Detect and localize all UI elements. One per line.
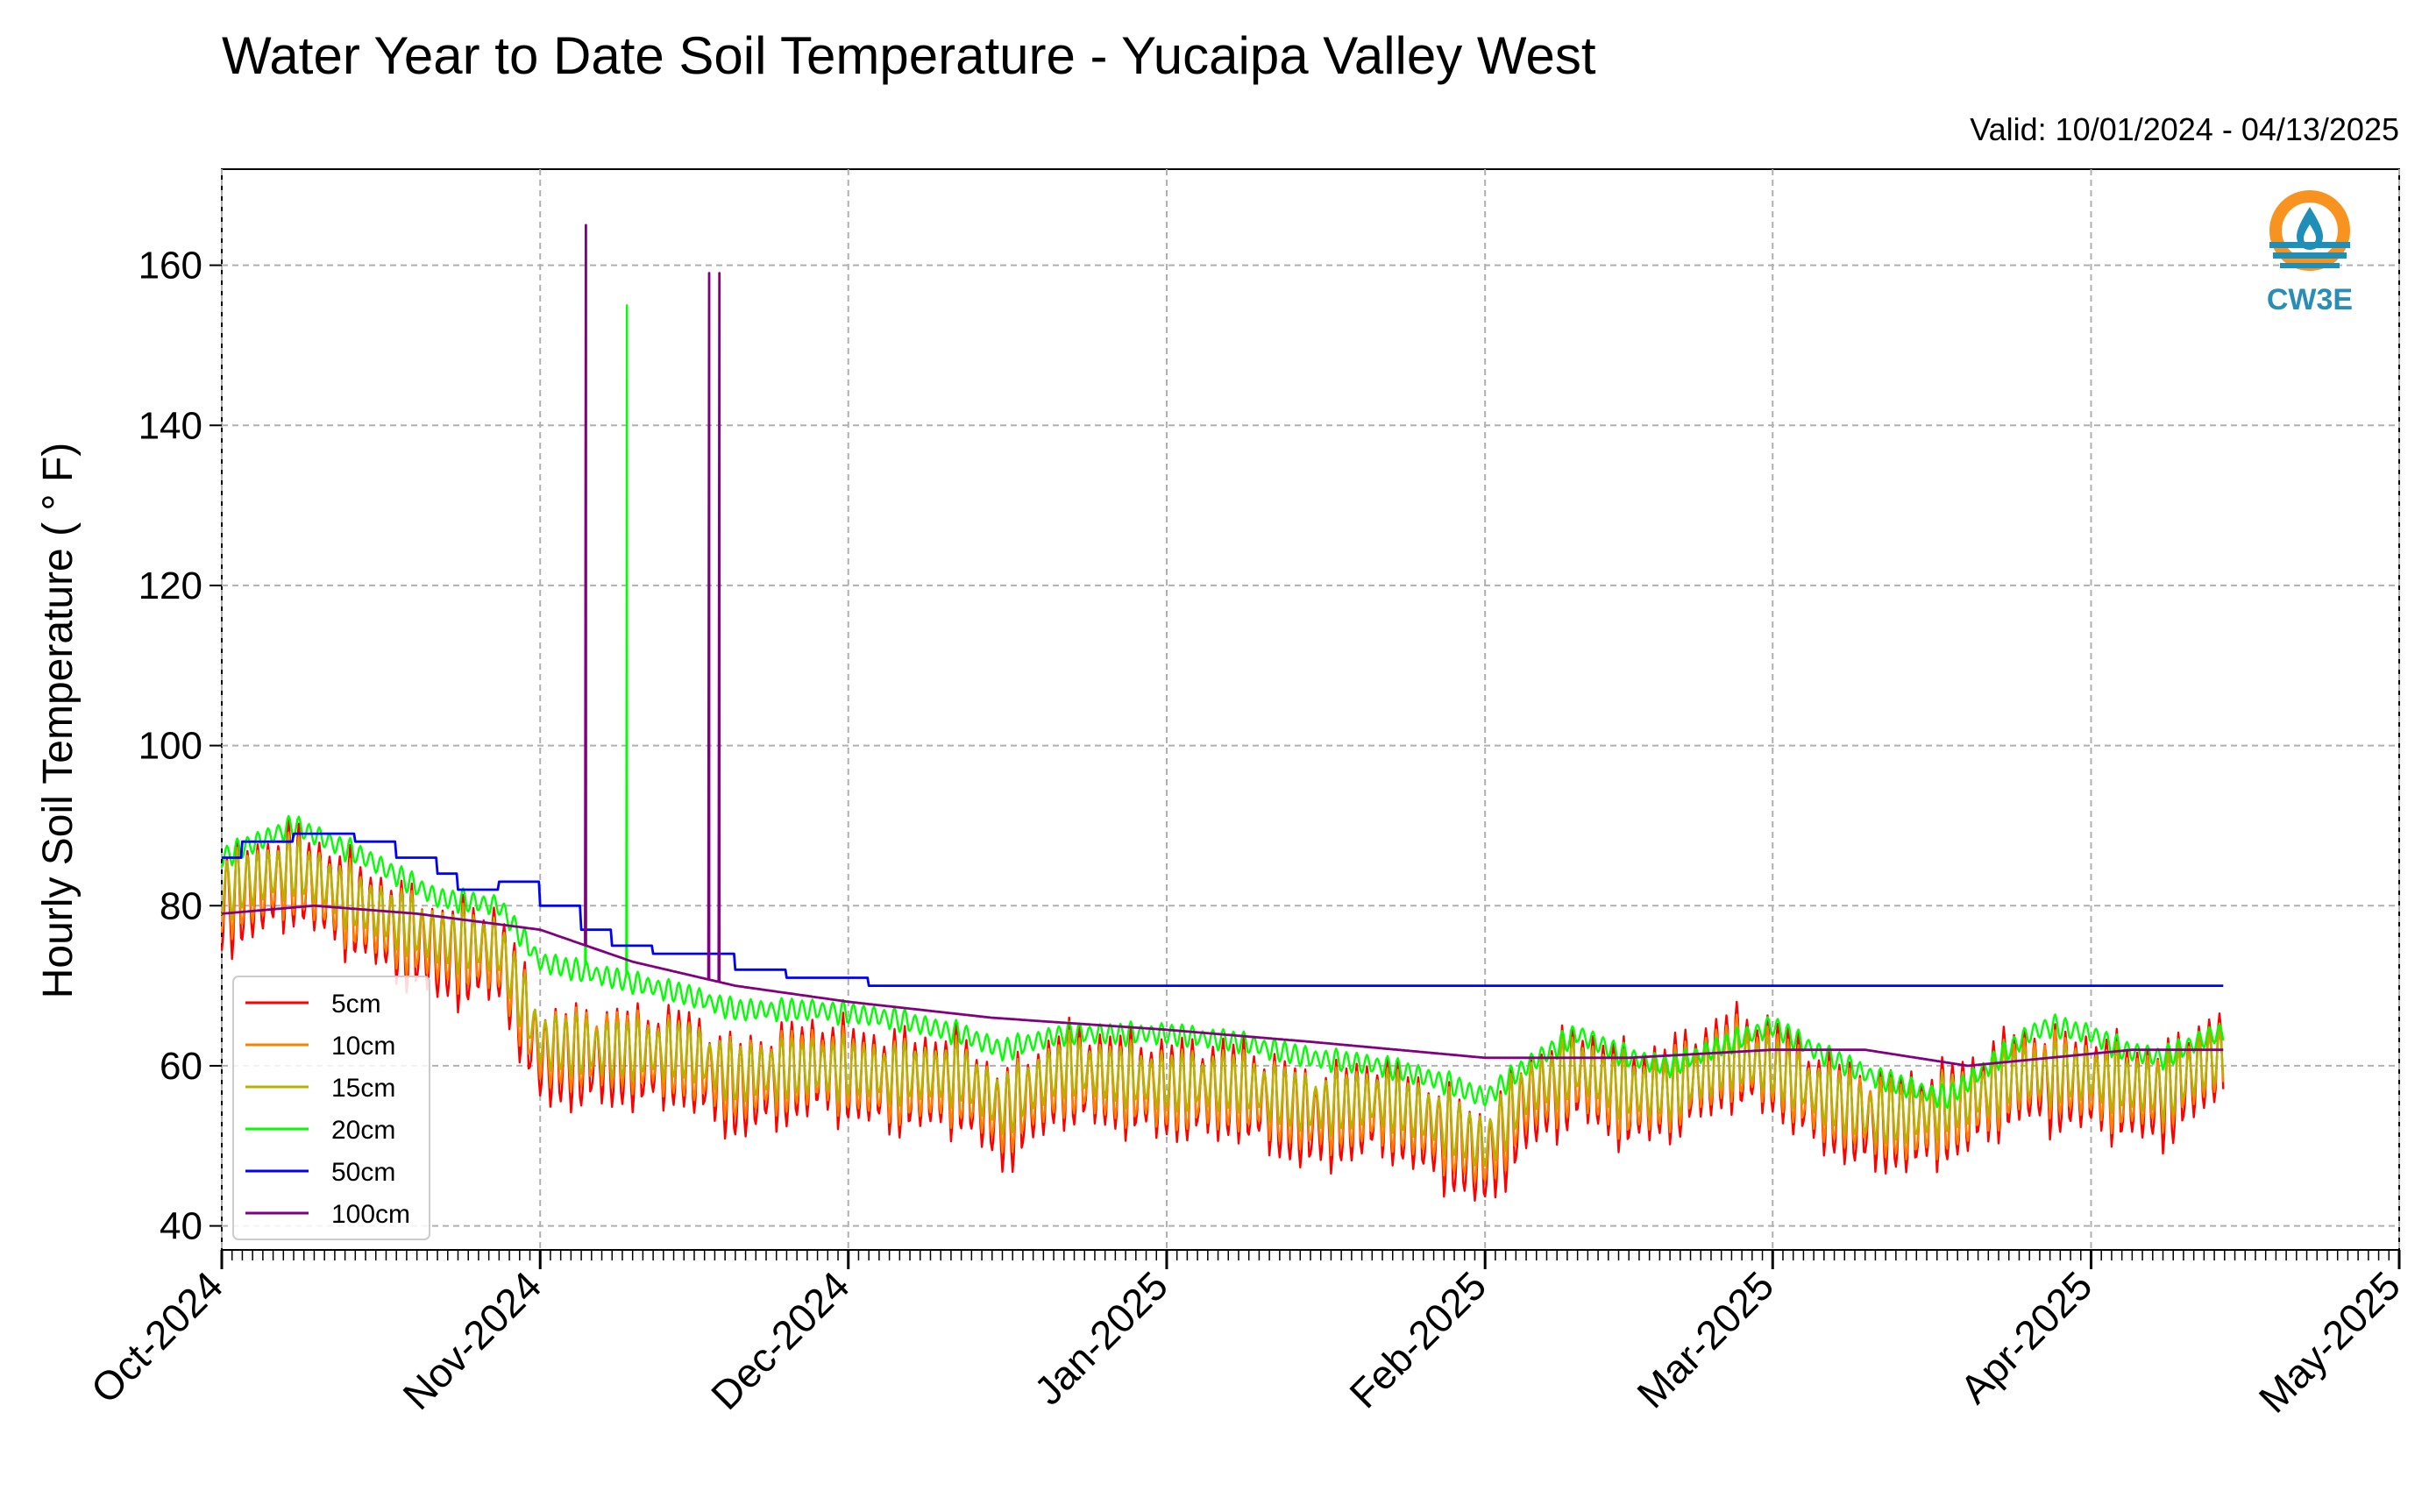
legend-label: 100cm	[331, 1200, 410, 1229]
y-tick-label: 80	[160, 884, 202, 927]
legend-label: 5cm	[331, 990, 381, 1019]
chart-title: Water Year to Date Soil Temperature - Yu…	[222, 26, 1596, 85]
x-tick-label: Jan-2025	[1026, 1262, 1176, 1413]
legend-box	[232, 976, 430, 1240]
x-tick-label: Feb-2025	[1340, 1262, 1495, 1416]
legend: 5cm 10cm 15cm 20cm 50cm 100cm	[232, 976, 430, 1240]
series-line-20cm	[220, 248, 2225, 1110]
x-tick-label: May-2025	[2250, 1262, 2409, 1421]
y-tick-label: 140	[138, 404, 202, 447]
legend-label: 20cm	[331, 1116, 395, 1145]
y-tick-label: 40	[160, 1205, 202, 1248]
y-tick-label: 160	[138, 245, 202, 287]
x-tick-label: Dec-2024	[702, 1262, 858, 1418]
series-line-100cm	[221, 224, 2224, 1068]
y-tick-label: 100	[138, 725, 202, 768]
x-tick-label: Oct-2024	[82, 1262, 232, 1412]
series-layer	[220, 224, 2225, 1202]
x-tick-label: Mar-2025	[1628, 1262, 1782, 1416]
x-tick-label: Nov-2024	[394, 1262, 550, 1418]
series-line-50cm	[222, 832, 2224, 987]
series-line-15cm	[220, 834, 2225, 1168]
x-tick-label: Apr-2025	[1951, 1262, 2101, 1412]
legend-label: 10cm	[331, 1032, 395, 1061]
cw3e-logo: CW3E	[2267, 190, 2353, 316]
legend-label: 50cm	[331, 1158, 395, 1187]
y-tick-label: 120	[138, 564, 202, 607]
y-axis-label: Hourly Soil Temperature ( ° F)	[35, 443, 82, 999]
logo-text: CW3E	[2267, 283, 2353, 316]
legend-label: 15cm	[331, 1074, 395, 1103]
y-tick-label: 60	[160, 1045, 202, 1088]
axes: 40 60 80 100 120 140 160 Oct-2024 Nov-2024 Dec-20…	[82, 245, 2410, 1422]
chart-subtitle: Valid: 10/01/2024 - 04/13/2025	[1970, 111, 2399, 147]
